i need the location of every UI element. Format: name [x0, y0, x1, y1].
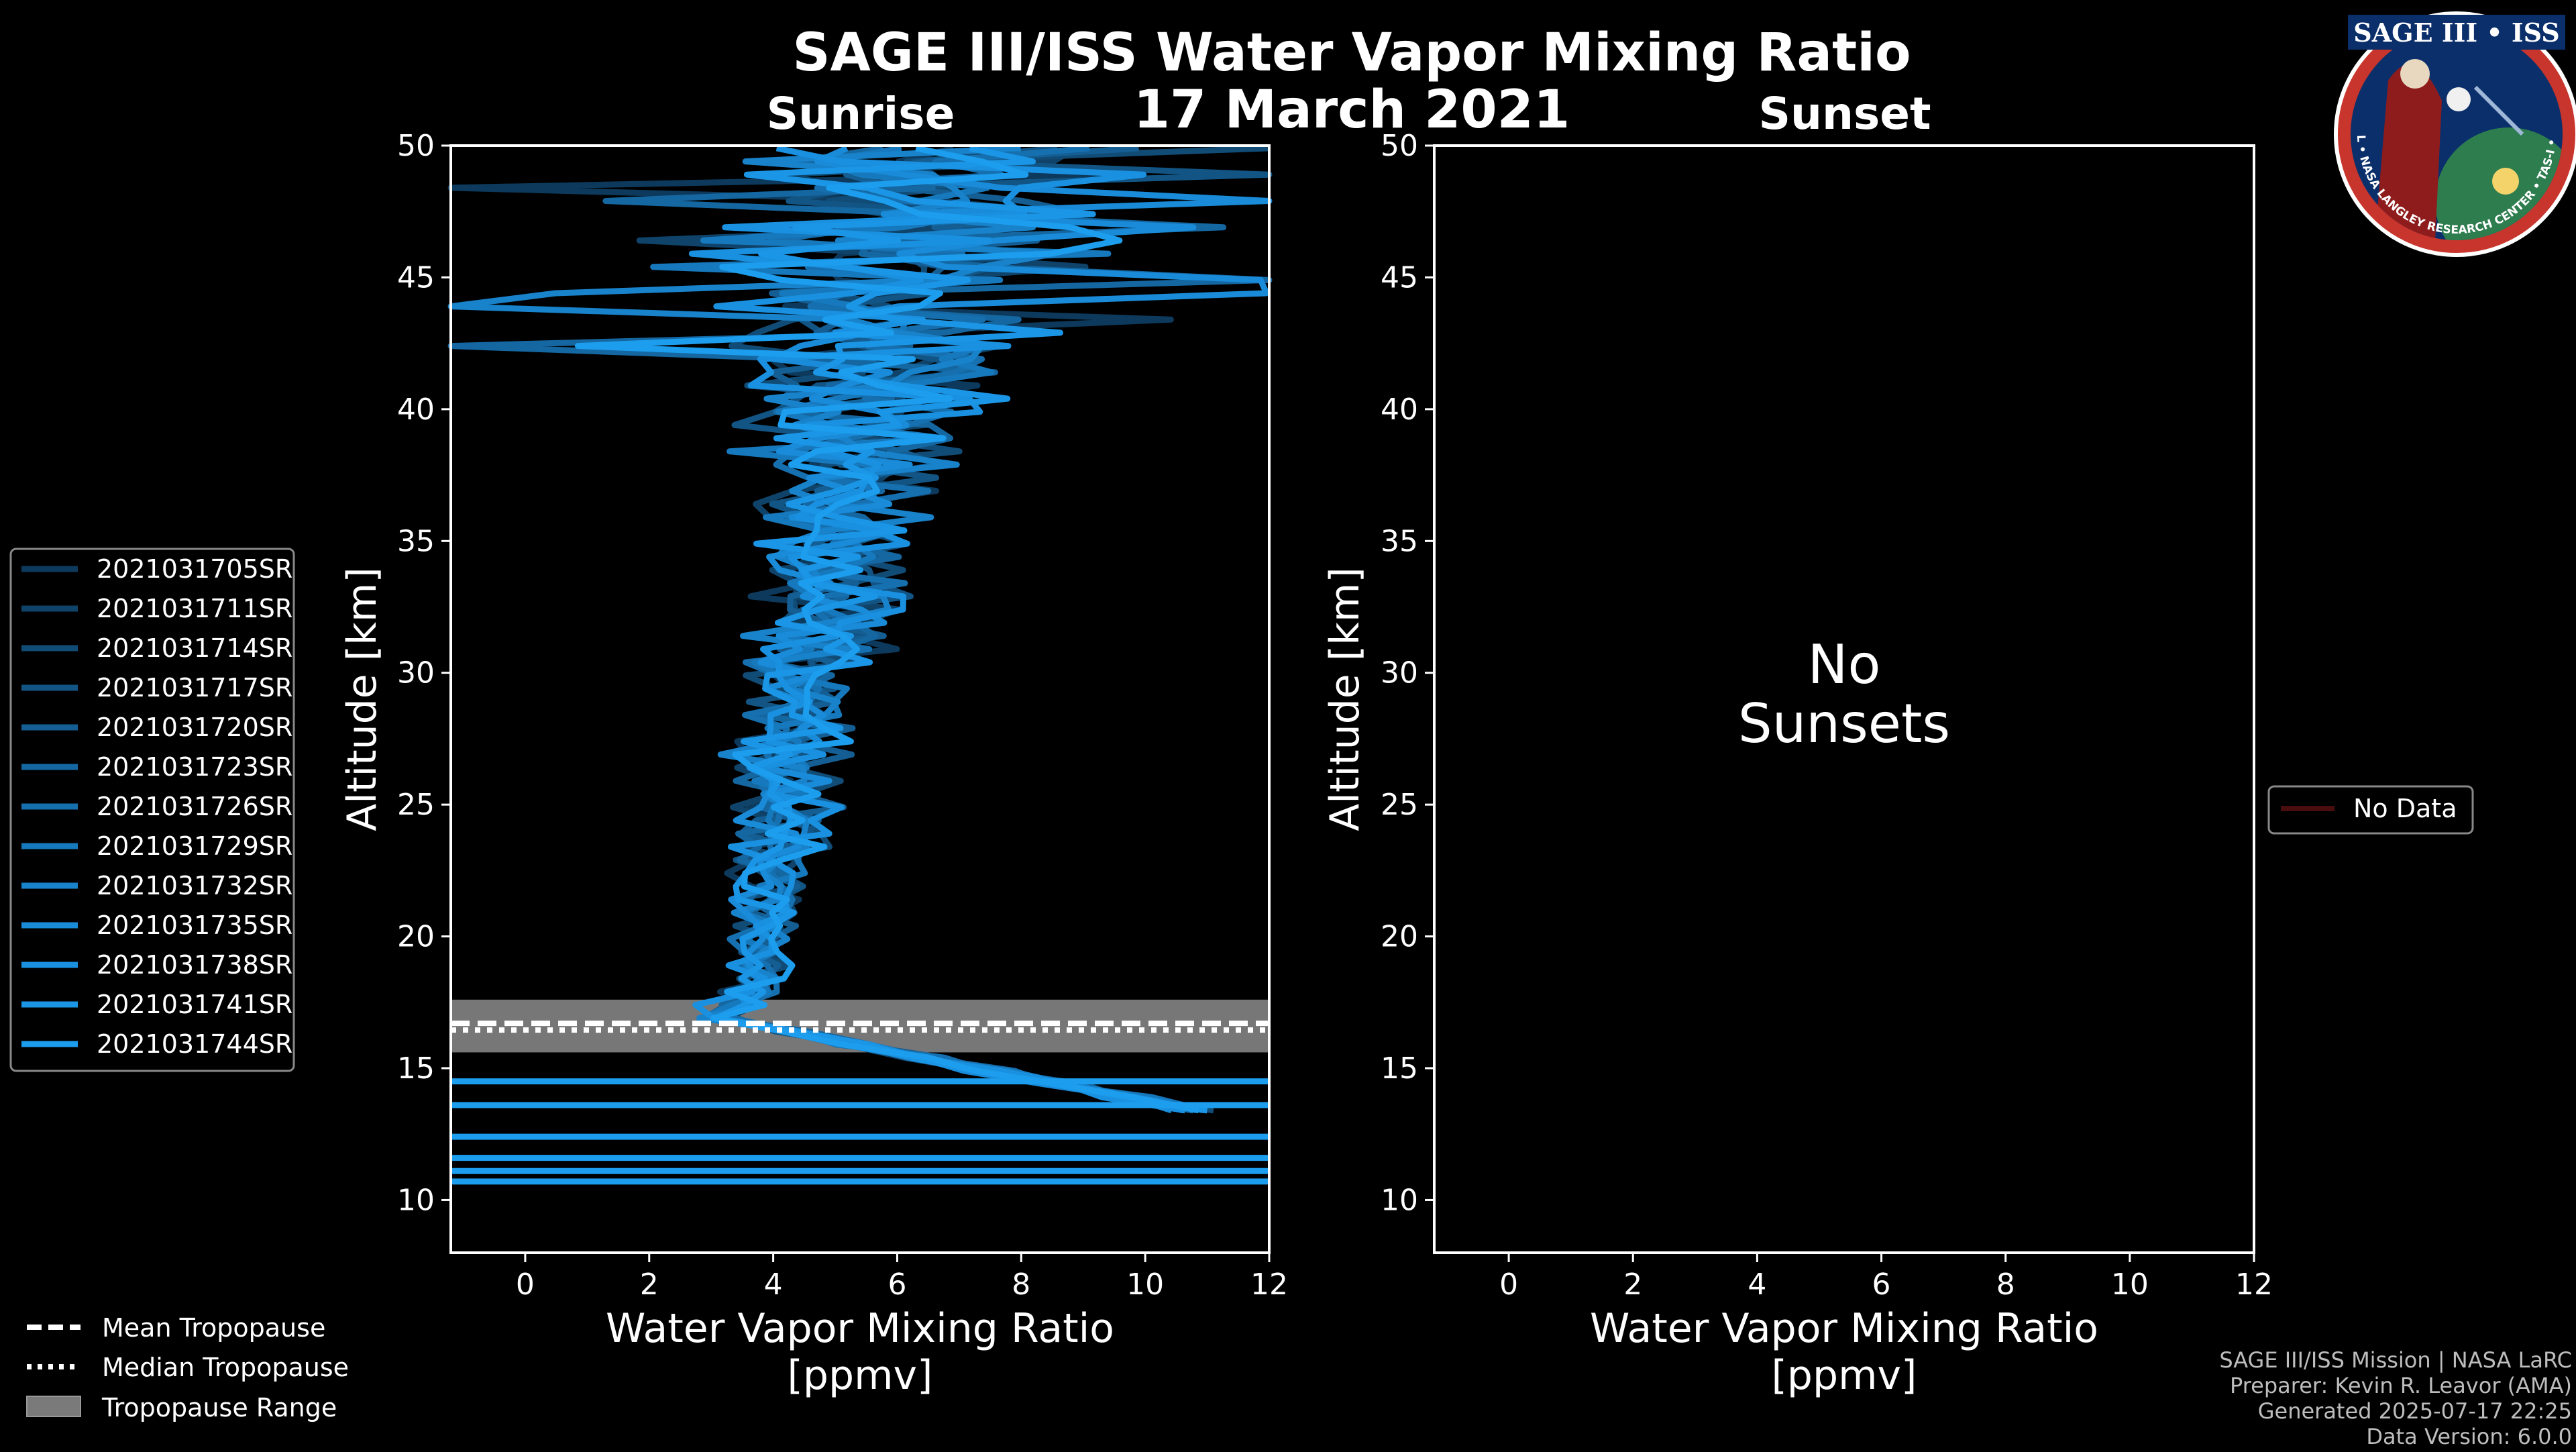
- legend-label-2021031735SR: 2021031735SR: [97, 911, 292, 940]
- profile-line-2021031744SR: [574, 145, 1199, 1114]
- sunrise-xtick-label: 0: [516, 1267, 535, 1302]
- sunset-ytick-label: 35: [1381, 524, 1418, 558]
- legend-label-2021031732SR: 2021031732SR: [97, 871, 292, 900]
- sunset-xtick-label: 4: [1748, 1267, 1766, 1302]
- sunrise-panel: 10 15 20 25 30 35 40 45 50 0 2 4 6 8 10 12 Altitude [k…: [339, 129, 1288, 1399]
- legend-label-2021031705SR: 2021031705SR: [97, 554, 292, 584]
- mean-tropopause-label: Mean Tropopause: [102, 1313, 325, 1343]
- chart-title: SAGE III/ISS Water Vapor Mixing Ratio: [792, 23, 1911, 83]
- sunset-xtick-label: 6: [1872, 1267, 1891, 1302]
- tropopause-range-swatch: [26, 1396, 81, 1417]
- legend-label-2021031741SR: 2021031741SR: [97, 990, 292, 1019]
- sunrise-xtick-label: 6: [888, 1267, 906, 1302]
- sunrise-xtick-label: 2: [640, 1267, 659, 1302]
- series-legend: 2021031705SR 2021031711SR 2021031714SR 2021…: [9, 548, 295, 1072]
- sunrise-ytick-label: 40: [397, 393, 435, 427]
- sunset-ytick-label: 10: [1381, 1183, 1418, 1217]
- logo-title: SAGE III • ISS: [2353, 17, 2559, 48]
- sunset-xtick-label: 10: [2111, 1267, 2149, 1302]
- profile-line-2021031732SR: [447, 145, 1208, 1114]
- sunrise-xtick-label: 8: [1012, 1267, 1030, 1302]
- sunset-ytick-label: 45: [1381, 260, 1418, 295]
- sunrise-y-ticks: 10 15 20 25 30 35 40 45 50: [397, 129, 451, 1217]
- median-tropopause-label: Median Tropopause: [102, 1353, 349, 1382]
- chart-date: 17 March 2021: [1134, 80, 1570, 140]
- sunset-xtick-label: 2: [1623, 1267, 1642, 1302]
- sunset-xtick-label: 12: [2235, 1267, 2273, 1302]
- sunrise-x-units: [ppmv]: [788, 1352, 933, 1399]
- legend-label-2021031717SR: 2021031717SR: [97, 673, 292, 703]
- legend-label-2021031720SR: 2021031720SR: [97, 713, 292, 742]
- footer-line1: SAGE III/ISS Mission | NASA LaRC: [2219, 1347, 2572, 1373]
- sunset-x-ticks: 0 2 4 6 8 10 12: [1499, 1253, 2273, 1302]
- profile-line-2021031741SR: [713, 145, 1208, 1114]
- sunset-panel: 10 15 20 25 30 35 40 45 50 0 2 4 6 8 10 12 Altitude [k…: [1322, 129, 2273, 1399]
- sunrise-ytick-label: 20: [397, 920, 435, 954]
- sunrise-xtick-label: 10: [1126, 1267, 1164, 1302]
- sunset-ytick-label: 15: [1381, 1051, 1418, 1086]
- sunset-xtick-label: 0: [1499, 1267, 1518, 1302]
- footer-line2: Preparer: Kevin R. Leavor (AMA): [2230, 1373, 2572, 1398]
- sunset-ytick-label: 50: [1381, 129, 1418, 163]
- legend-label-2021031711SR: 2021031711SR: [97, 594, 292, 623]
- footer-line3: Generated 2025-07-17 22:25: [2258, 1398, 2572, 1424]
- legend-label-2021031729SR: 2021031729SR: [97, 831, 292, 861]
- sunset-y-label: Altitude [km]: [1322, 567, 1368, 831]
- sunrise-xtick-label: 12: [1250, 1267, 1288, 1302]
- profile-line-2021031738SR: [688, 145, 1186, 1114]
- tropopause-legend: Mean Tropopause Median Tropopause Tropop…: [26, 1313, 349, 1422]
- sunrise-ytick-label: 35: [397, 524, 435, 558]
- sunrise-profiles: [447, 145, 1273, 1185]
- sunrise-subtitle: Sunrise: [767, 88, 955, 140]
- sunset-y-ticks: 10 15 20 25 30 35 40 45 50: [1381, 129, 1434, 1217]
- footer-credits: SAGE III/ISS Mission | NASA LaRC Prepare…: [2219, 1347, 2572, 1449]
- sunrise-ytick-label: 25: [397, 788, 435, 822]
- sunset-subtitle: Sunset: [1758, 88, 1931, 140]
- sunset-ytick-label: 25: [1381, 788, 1418, 822]
- sunset-ytick-label: 30: [1381, 656, 1418, 690]
- footer-line4: Data Version: 6.0.0: [2366, 1424, 2572, 1449]
- sunset-ytick-label: 40: [1381, 393, 1418, 427]
- sunrise-x-label: Water Vapor Mixing Ratio: [606, 1305, 1114, 1352]
- sunrise-ytick-label: 30: [397, 656, 435, 690]
- legend-label-2021031744SR: 2021031744SR: [97, 1029, 292, 1059]
- sunset-x-units: [ppmv]: [1772, 1352, 1917, 1399]
- sunrise-frame: [449, 144, 1271, 1254]
- no-data-legend-frame: [2267, 785, 2474, 835]
- logo-title-bar: [2348, 15, 2565, 50]
- sunset-plot-area: [1433, 144, 2255, 1254]
- sunset-xtick-label: 8: [1996, 1267, 2015, 1302]
- no-sunsets-line1: No: [1808, 633, 1881, 696]
- legend-label-2021031738SR: 2021031738SR: [97, 950, 292, 980]
- tropopause-lines: [451, 1021, 1269, 1033]
- series-legend-frame: [9, 548, 295, 1072]
- sunrise-ytick-label: 45: [397, 260, 435, 295]
- legend-label-2021031723SR: 2021031723SR: [97, 752, 292, 782]
- sunrise-ytick-label: 10: [397, 1183, 435, 1217]
- no-data-legend: No Data: [2267, 785, 2474, 835]
- no-sunsets-line2: Sunsets: [1738, 692, 1950, 755]
- legend-label-2021031714SR: 2021031714SR: [97, 633, 292, 663]
- no-data-legend-label: No Data: [2353, 794, 2457, 823]
- sunrise-ytick-label: 50: [397, 129, 435, 163]
- sunrise-x-ticks: 0 2 4 6 8 10 12: [516, 1253, 1288, 1302]
- tropopause-range-label: Tropopause Range: [101, 1393, 337, 1422]
- sunrise-ytick-label: 15: [397, 1051, 435, 1086]
- sunset-x-label: Water Vapor Mixing Ratio: [1590, 1305, 2098, 1352]
- sunrise-xtick-label: 4: [764, 1267, 783, 1302]
- sunrise-y-label: Altitude [km]: [339, 567, 386, 831]
- sunset-ytick-label: 20: [1381, 920, 1418, 954]
- legend-label-2021031726SR: 2021031726SR: [97, 792, 292, 821]
